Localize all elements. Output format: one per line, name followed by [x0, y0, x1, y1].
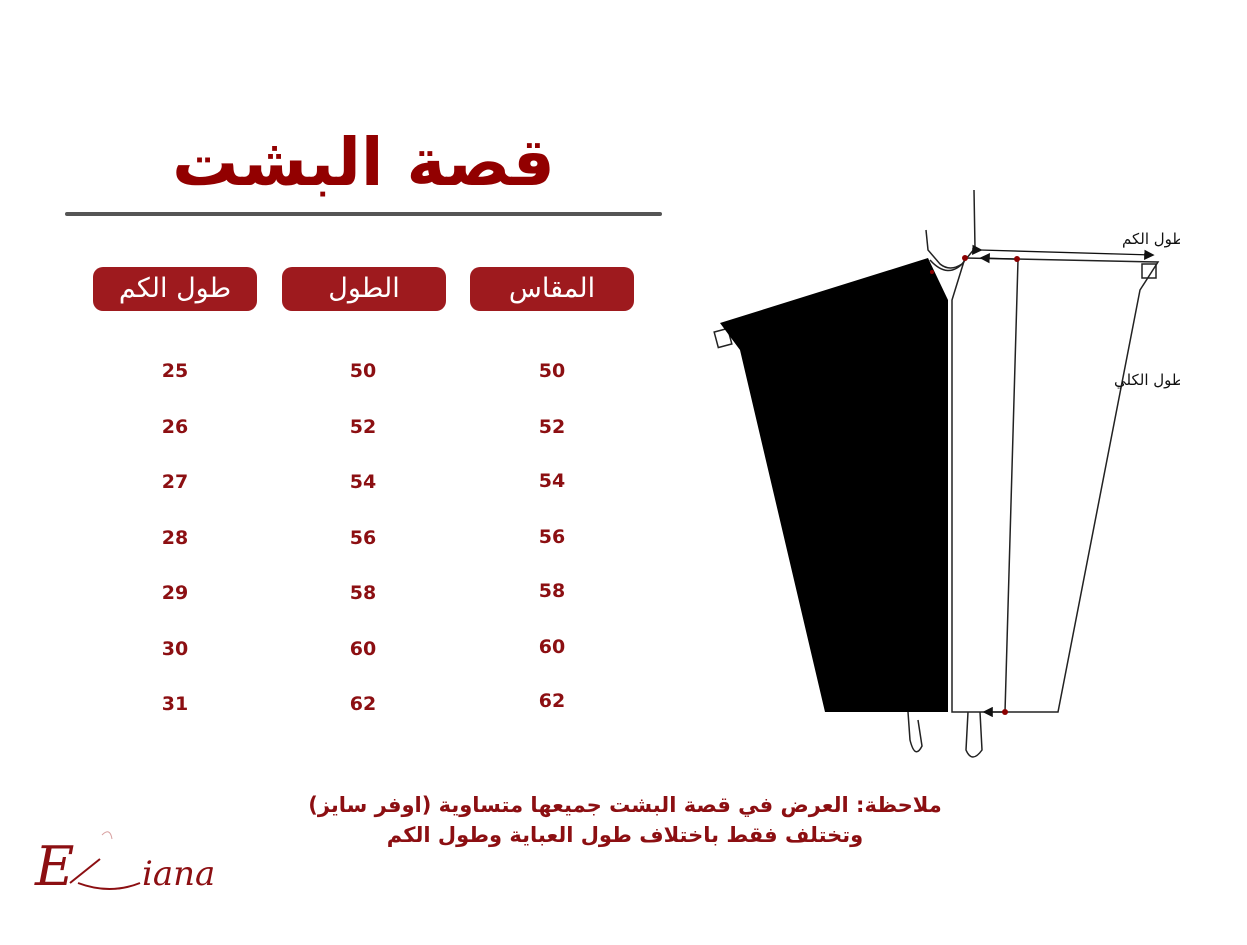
cell-sleeve: 28 [161, 527, 189, 549]
measure-point [962, 255, 968, 261]
cell-length: 54 [349, 471, 377, 493]
total-length-label: الطول الكلي [1114, 371, 1180, 390]
bisht-diagram: طول الكم الطول الكلي [713, 189, 1180, 758]
header-sleeve: طول الكم [93, 267, 257, 311]
garment-black-half [720, 258, 948, 712]
cell-size: 56 [538, 525, 566, 548]
cell-size: 54 [538, 470, 566, 492]
cell-sleeve: 26 [161, 416, 189, 438]
measure-point [1014, 256, 1020, 262]
cell-sleeve: 27 [161, 471, 189, 493]
cell-sleeve: 31 [161, 693, 189, 715]
note-line-1: ملاحظة: العرض في قصة البشت جميعها متساوي… [308, 793, 942, 817]
measure-point [1002, 709, 1008, 715]
svg-text:E: E [34, 835, 74, 895]
sleeve-arrow [972, 244, 1155, 260]
note: ملاحظة: العرض في قصة البشت جميعها متساوي… [230, 790, 1020, 850]
header-length: الطول [282, 267, 446, 311]
page-title: قصة البشت [172, 124, 555, 201]
sleeve-label: طول الكم [1122, 230, 1180, 248]
cell-length: 50 [349, 360, 377, 382]
cell-size: 50 [538, 360, 566, 382]
garment-outline [713, 189, 1160, 758]
cell-size: 52 [538, 415, 566, 438]
cell-length: 56 [349, 527, 377, 549]
brand-logo: E iana [34, 831, 215, 895]
svg-text:iana: iana [142, 854, 215, 894]
cell-sleeve: 30 [161, 638, 189, 660]
cell-sleeve: 25 [161, 360, 189, 382]
cell-length: 60 [349, 638, 377, 660]
cell-length: 58 [349, 582, 377, 604]
header-size: المقاس [470, 267, 634, 311]
title-divider [65, 212, 662, 216]
cell-size: 58 [538, 580, 566, 602]
cell-length: 52 [349, 416, 377, 438]
cell-size: 62 [538, 690, 566, 712]
cell-length: 62 [349, 693, 377, 715]
cell-sleeve: 29 [161, 582, 189, 604]
note-line-2: وتختلف فقط باختلاف طول العباية وطول الكم [386, 823, 864, 847]
cell-size: 60 [538, 635, 566, 658]
